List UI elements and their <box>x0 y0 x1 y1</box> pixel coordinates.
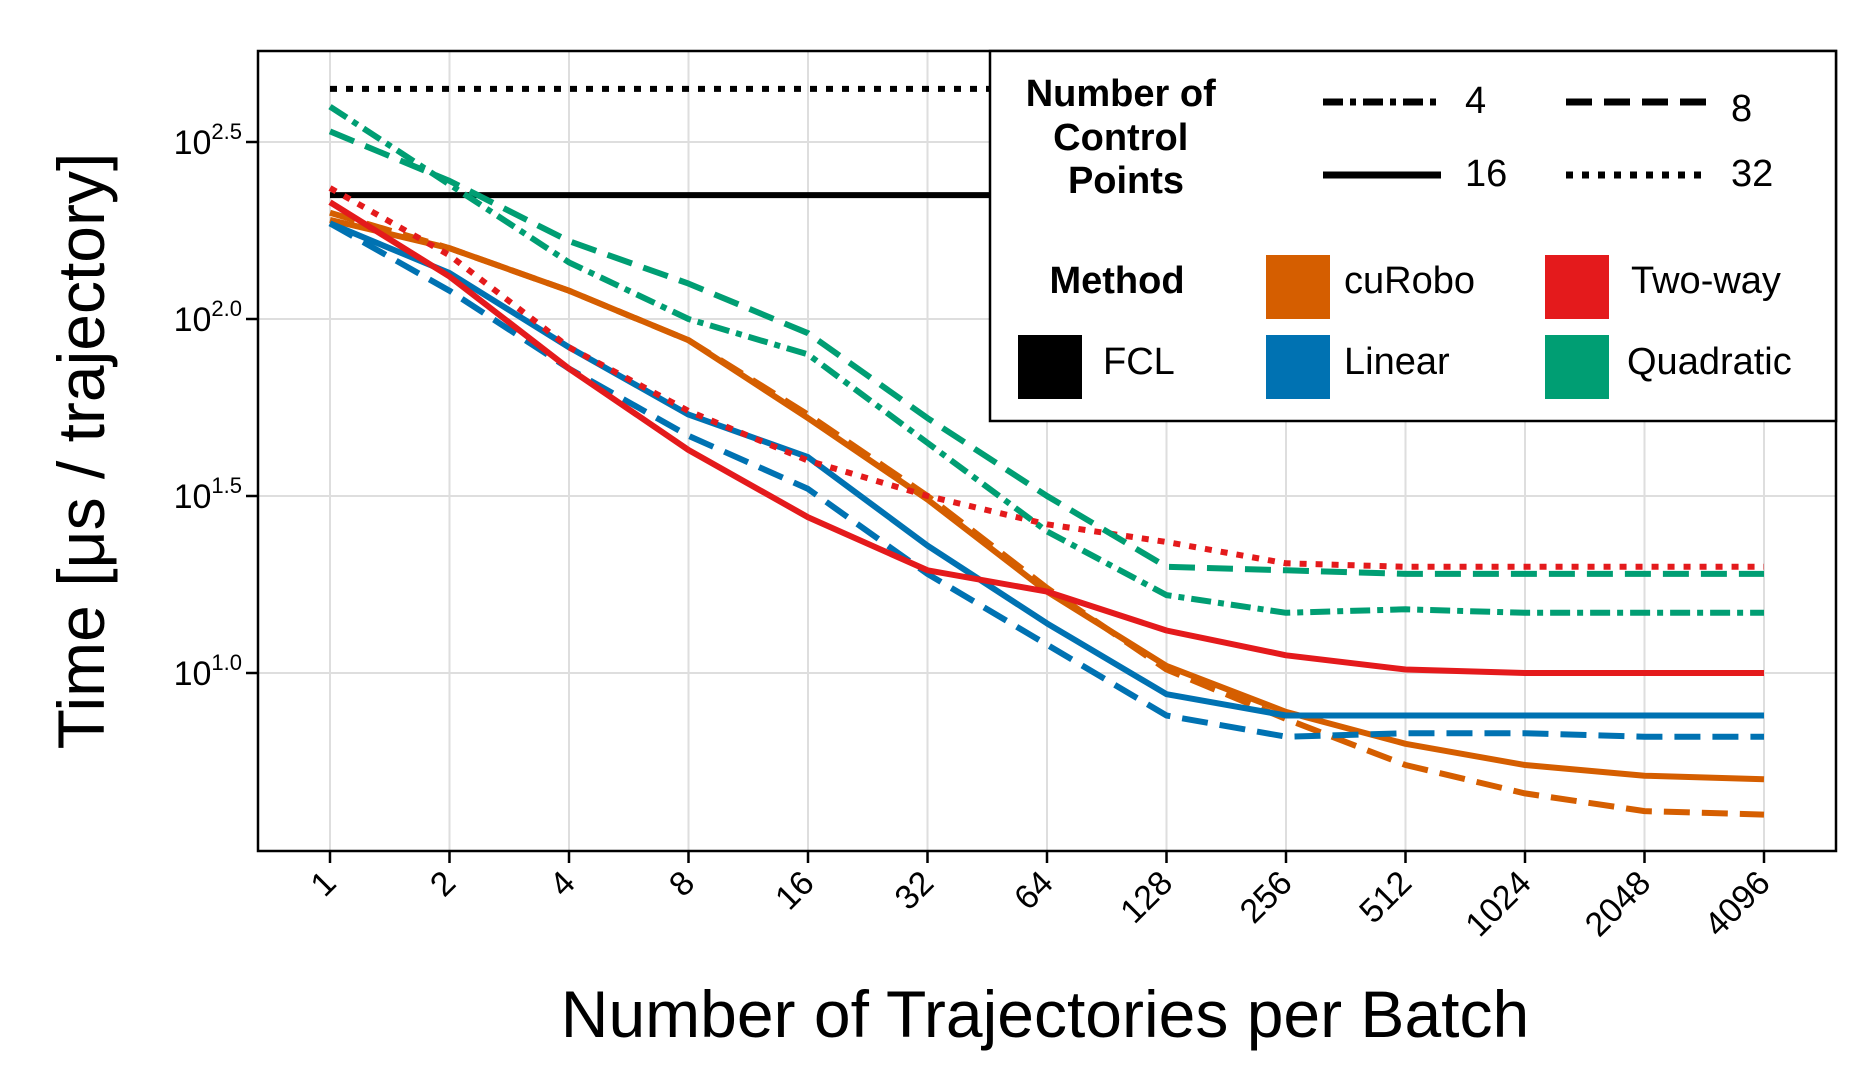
series-line-curobo-8 <box>329 209 1765 818</box>
series-line-linear-16 <box>328 220 1764 719</box>
legend: Number of Control Points 4 8 16 32 Metho… <box>988 49 1838 423</box>
legend-cp-title-line-2: Control <box>1053 117 1188 159</box>
series-line-two-way-16 <box>328 199 1764 676</box>
legend-cp-title-line-3: Points <box>1068 160 1184 202</box>
series-line-two-way-32 <box>328 185 1764 570</box>
legend-cp-label-4: 4 <box>1465 80 1486 122</box>
y-tick-label: 102.0 <box>174 296 242 339</box>
legend-control-points-title: Number of Control Points <box>1026 73 1227 202</box>
legend-method-curobo: cuRobo <box>1344 260 1475 302</box>
y-tick-label: 101.5 <box>174 473 242 516</box>
legend-swatch-curobo <box>1266 255 1330 319</box>
legend-cp-label-8: 8 <box>1731 88 1752 130</box>
x-axis-title: Number of Trajectories per Batch <box>561 977 1529 1051</box>
legend-method-linear: Linear <box>1344 341 1450 383</box>
y-axis-title: Time [μs / trajectory] <box>44 153 118 750</box>
y-tick-label: 101.0 <box>174 650 242 693</box>
series-lines <box>328 85 1765 818</box>
legend-method-fcl: FCL <box>1103 341 1175 383</box>
series-line-quadratic-8 <box>328 128 1764 577</box>
legend-box <box>988 49 1838 423</box>
legend-method-quadratic: Quadratic <box>1627 341 1792 383</box>
legend-swatch-fcl <box>1018 335 1082 399</box>
legend-swatch-quadratic <box>1545 335 1609 399</box>
series-line-quadratic-4 <box>328 104 1764 616</box>
legend-cp-title-line-1: Number of <box>1026 73 1216 115</box>
legend-cp-label-32: 32 <box>1731 153 1773 195</box>
y-tick-label: 102.5 <box>174 119 242 162</box>
legend-cp-label-16: 16 <box>1465 153 1507 195</box>
legend-method-title: Method <box>1049 260 1184 302</box>
legend-method-two-way: Two-way <box>1631 260 1781 302</box>
legend-swatch-linear <box>1266 335 1330 399</box>
legend-swatch-two-way <box>1545 255 1609 319</box>
